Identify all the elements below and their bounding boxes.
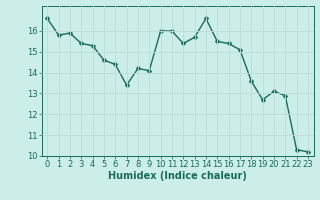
X-axis label: Humidex (Indice chaleur): Humidex (Indice chaleur) <box>108 171 247 181</box>
